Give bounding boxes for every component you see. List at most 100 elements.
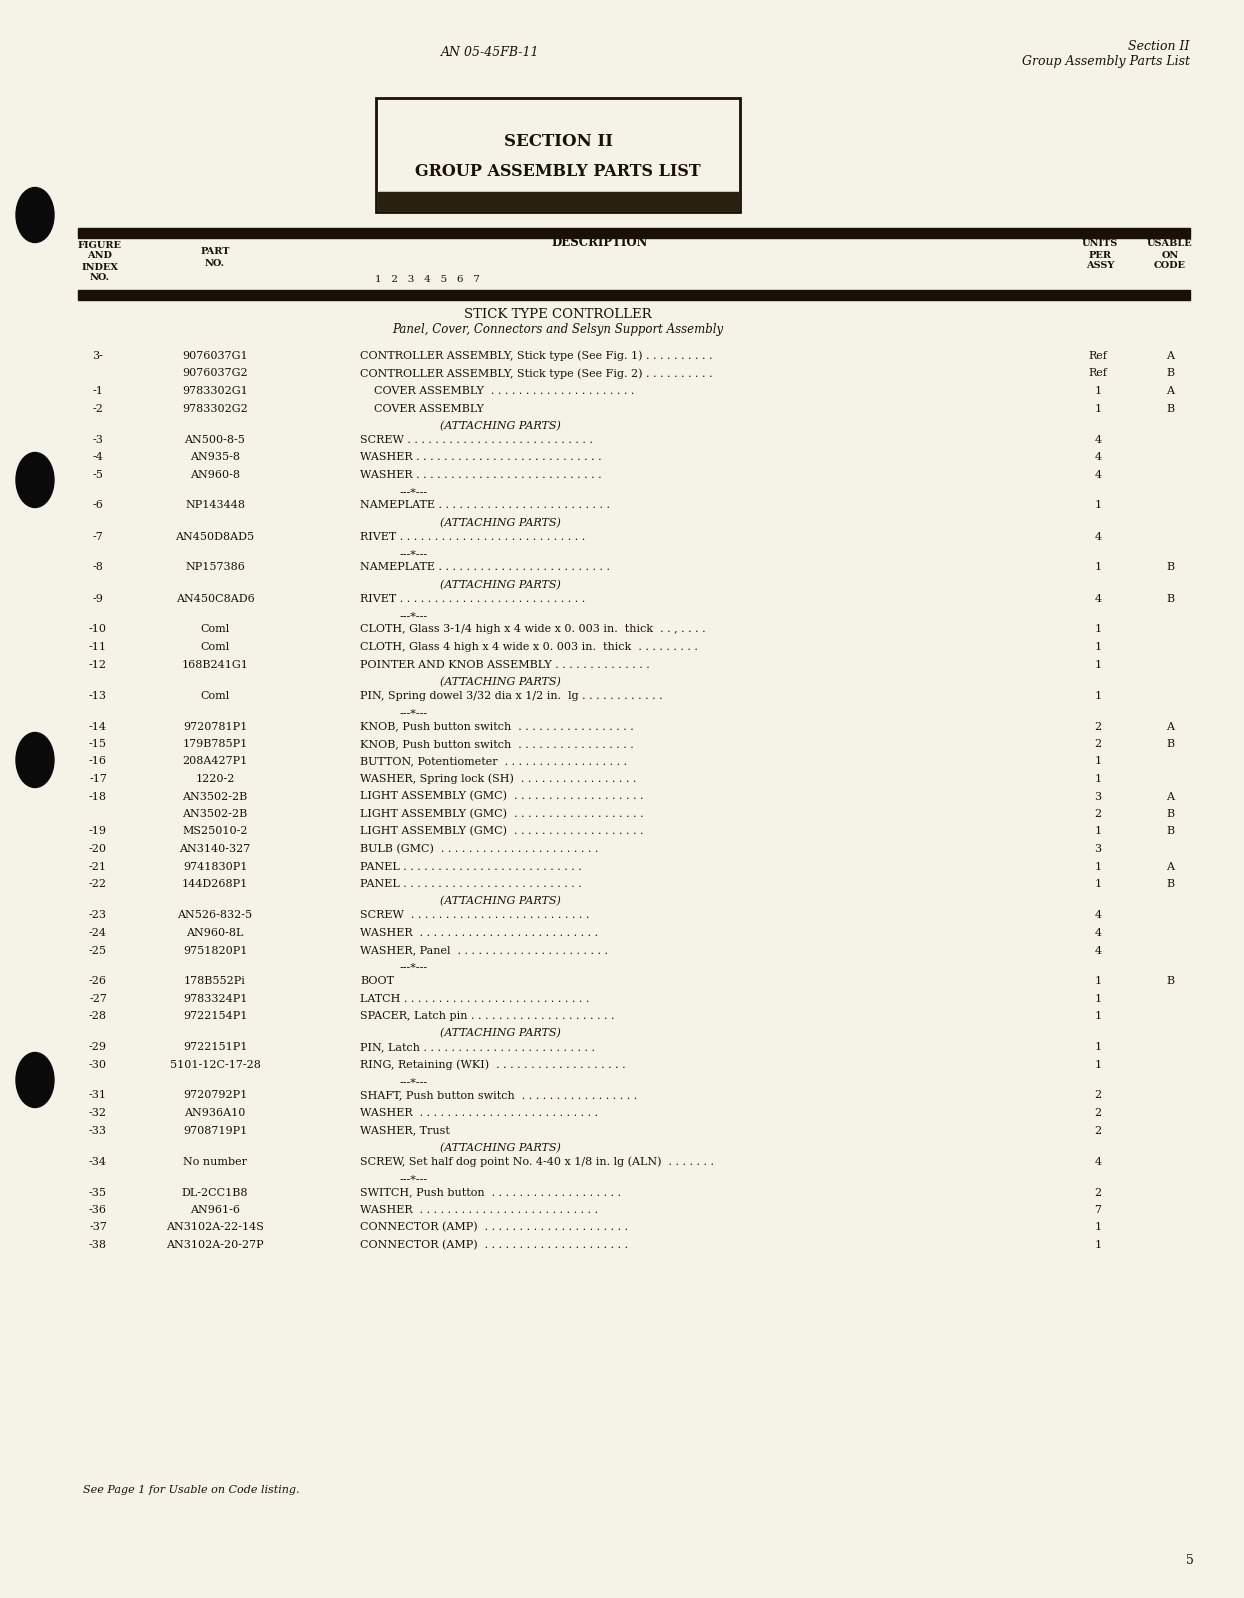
Text: 2: 2 [1095, 1187, 1102, 1197]
Text: -10: -10 [90, 625, 107, 634]
Text: INDEX: INDEX [82, 262, 118, 272]
Text: BULB (GMC)  . . . . . . . . . . . . . . . . . . . . . . .: BULB (GMC) . . . . . . . . . . . . . . .… [360, 844, 598, 855]
Text: WASHER  . . . . . . . . . . . . . . . . . . . . . . . . . .: WASHER . . . . . . . . . . . . . . . . .… [360, 1205, 598, 1214]
Text: RING, Retaining (WKI)  . . . . . . . . . . . . . . . . . . .: RING, Retaining (WKI) . . . . . . . . . … [360, 1059, 626, 1071]
Text: 1: 1 [1095, 861, 1102, 871]
Text: CONNECTOR (AMP)  . . . . . . . . . . . . . . . . . . . . .: CONNECTOR (AMP) . . . . . . . . . . . . … [360, 1240, 628, 1250]
Text: 2: 2 [1095, 1107, 1102, 1119]
Text: See Page 1 for Usable on Code listing.: See Page 1 for Usable on Code listing. [83, 1485, 300, 1496]
Text: 1: 1 [1095, 500, 1102, 510]
Text: 1: 1 [1095, 387, 1102, 396]
Text: LIGHT ASSEMBLY (GMC)  . . . . . . . . . . . . . . . . . . .: LIGHT ASSEMBLY (GMC) . . . . . . . . . .… [360, 791, 643, 802]
Text: AN960-8L: AN960-8L [187, 928, 244, 938]
Text: B: B [1166, 369, 1174, 379]
Text: AN500-8-5: AN500-8-5 [184, 435, 245, 444]
Text: USABLE: USABLE [1147, 240, 1193, 249]
Ellipse shape [16, 187, 53, 243]
Text: AN3502-2B: AN3502-2B [183, 791, 248, 802]
Text: 1: 1 [1095, 660, 1102, 670]
Text: -26: -26 [90, 976, 107, 986]
Text: AN450C8AD6: AN450C8AD6 [175, 594, 254, 604]
Text: ON: ON [1162, 251, 1178, 259]
Text: -33: -33 [90, 1125, 107, 1136]
Text: WASHER, Trust: WASHER, Trust [360, 1125, 450, 1136]
Text: 9722154P1: 9722154P1 [183, 1012, 248, 1021]
Text: 1: 1 [1095, 1240, 1102, 1250]
Text: B: B [1166, 594, 1174, 604]
Text: 208A427P1: 208A427P1 [183, 756, 248, 767]
Text: WASHER, Panel  . . . . . . . . . . . . . . . . . . . . . .: WASHER, Panel . . . . . . . . . . . . . … [360, 946, 608, 956]
Text: 1: 1 [1095, 1059, 1102, 1071]
Text: 4: 4 [1095, 911, 1102, 920]
Text: -9: -9 [92, 594, 103, 604]
Text: PIN, Latch . . . . . . . . . . . . . . . . . . . . . . . . .: PIN, Latch . . . . . . . . . . . . . . .… [360, 1042, 595, 1053]
Text: SCREW, Set half dog point No. 4-40 x 1/8 in. lg (ALN)  . . . . . . .: SCREW, Set half dog point No. 4-40 x 1/8… [360, 1157, 714, 1167]
Text: B: B [1166, 976, 1174, 986]
Text: -36: -36 [90, 1205, 107, 1214]
Bar [78, 289, 1191, 300]
Text: 2: 2 [1095, 1090, 1102, 1101]
Text: COVER ASSEMBLY: COVER ASSEMBLY [360, 404, 484, 414]
Text: 9076037G2: 9076037G2 [182, 369, 248, 379]
Text: 9783324P1: 9783324P1 [183, 994, 248, 1004]
Text: SHAFT, Push button switch  . . . . . . . . . . . . . . . . .: SHAFT, Push button switch . . . . . . . … [360, 1090, 637, 1101]
Text: -32: -32 [90, 1107, 107, 1119]
Text: 1220-2: 1220-2 [195, 773, 235, 785]
Text: Section II: Section II [1128, 40, 1191, 53]
Text: AN961-6: AN961-6 [190, 1205, 240, 1214]
Text: B: B [1166, 826, 1174, 836]
Text: -20: -20 [90, 844, 107, 853]
Text: KNOB, Push button switch  . . . . . . . . . . . . . . . . .: KNOB, Push button switch . . . . . . . .… [360, 738, 633, 749]
Text: 5: 5 [1186, 1553, 1194, 1566]
Text: RIVET . . . . . . . . . . . . . . . . . . . . . . . . . . .: RIVET . . . . . . . . . . . . . . . . . … [360, 532, 585, 542]
Text: AN3140-327: AN3140-327 [179, 844, 250, 853]
Text: 1: 1 [1095, 773, 1102, 785]
Text: 9076037G1: 9076037G1 [182, 352, 248, 361]
Text: -2: -2 [92, 404, 103, 414]
Text: B: B [1166, 879, 1174, 888]
FancyBboxPatch shape [376, 97, 740, 213]
Text: POINTER AND KNOB ASSEMBLY . . . . . . . . . . . . . .: POINTER AND KNOB ASSEMBLY . . . . . . . … [360, 660, 649, 670]
Text: PIN, Spring dowel 3/32 dia x 1/2 in.  lg . . . . . . . . . . . .: PIN, Spring dowel 3/32 dia x 1/2 in. lg … [360, 690, 663, 702]
Text: ---*---: ---*--- [401, 487, 428, 497]
Text: Coml: Coml [200, 642, 230, 652]
Text: NAMEPLATE . . . . . . . . . . . . . . . . . . . . . . . . .: NAMEPLATE . . . . . . . . . . . . . . . … [360, 500, 610, 510]
Text: 2: 2 [1095, 738, 1102, 749]
Text: -23: -23 [90, 911, 107, 920]
Ellipse shape [16, 452, 53, 508]
Text: -21: -21 [90, 861, 107, 871]
Text: SECTION II: SECTION II [504, 134, 612, 150]
Text: -12: -12 [90, 660, 107, 670]
Text: Coml: Coml [200, 690, 230, 702]
Text: AN450D8AD5: AN450D8AD5 [175, 532, 255, 542]
Text: -34: -34 [90, 1157, 107, 1167]
Text: 144D268P1: 144D268P1 [182, 879, 248, 888]
Text: (ATTACHING PARTS): (ATTACHING PARTS) [440, 678, 561, 687]
Text: 9708719P1: 9708719P1 [183, 1125, 248, 1136]
Text: 4: 4 [1095, 946, 1102, 956]
Text: AN526-832-5: AN526-832-5 [178, 911, 253, 920]
Text: 4: 4 [1095, 532, 1102, 542]
Text: WASHER  . . . . . . . . . . . . . . . . . . . . . . . . . .: WASHER . . . . . . . . . . . . . . . . .… [360, 928, 598, 938]
Text: -37: -37 [90, 1222, 107, 1232]
Text: 9722151P1: 9722151P1 [183, 1042, 248, 1053]
Text: 1: 1 [1095, 1222, 1102, 1232]
Text: 4: 4 [1095, 928, 1102, 938]
Text: B: B [1166, 404, 1174, 414]
Ellipse shape [16, 1053, 53, 1107]
Text: -28: -28 [90, 1012, 107, 1021]
Text: 9720792P1: 9720792P1 [183, 1090, 248, 1101]
Text: SCREW . . . . . . . . . . . . . . . . . . . . . . . . . . .: SCREW . . . . . . . . . . . . . . . . . … [360, 435, 593, 444]
Text: 3: 3 [1095, 844, 1102, 853]
Text: DESCRIPTION: DESCRIPTION [552, 235, 648, 249]
Text: FIGURE: FIGURE [78, 241, 122, 249]
Text: Panel, Cover, Connectors and Selsyn Support Assembly: Panel, Cover, Connectors and Selsyn Supp… [392, 323, 724, 337]
Text: No number: No number [183, 1157, 248, 1167]
Text: LIGHT ASSEMBLY (GMC)  . . . . . . . . . . . . . . . . . . .: LIGHT ASSEMBLY (GMC) . . . . . . . . . .… [360, 826, 643, 837]
Text: -7: -7 [92, 532, 103, 542]
Text: UNITS: UNITS [1082, 240, 1118, 249]
Text: STICK TYPE CONTROLLER: STICK TYPE CONTROLLER [464, 308, 652, 321]
Text: Ref: Ref [1088, 352, 1107, 361]
Text: GROUP ASSEMBLY PARTS LIST: GROUP ASSEMBLY PARTS LIST [415, 163, 700, 181]
Text: NAMEPLATE . . . . . . . . . . . . . . . . . . . . . . . . .: NAMEPLATE . . . . . . . . . . . . . . . … [360, 562, 610, 572]
